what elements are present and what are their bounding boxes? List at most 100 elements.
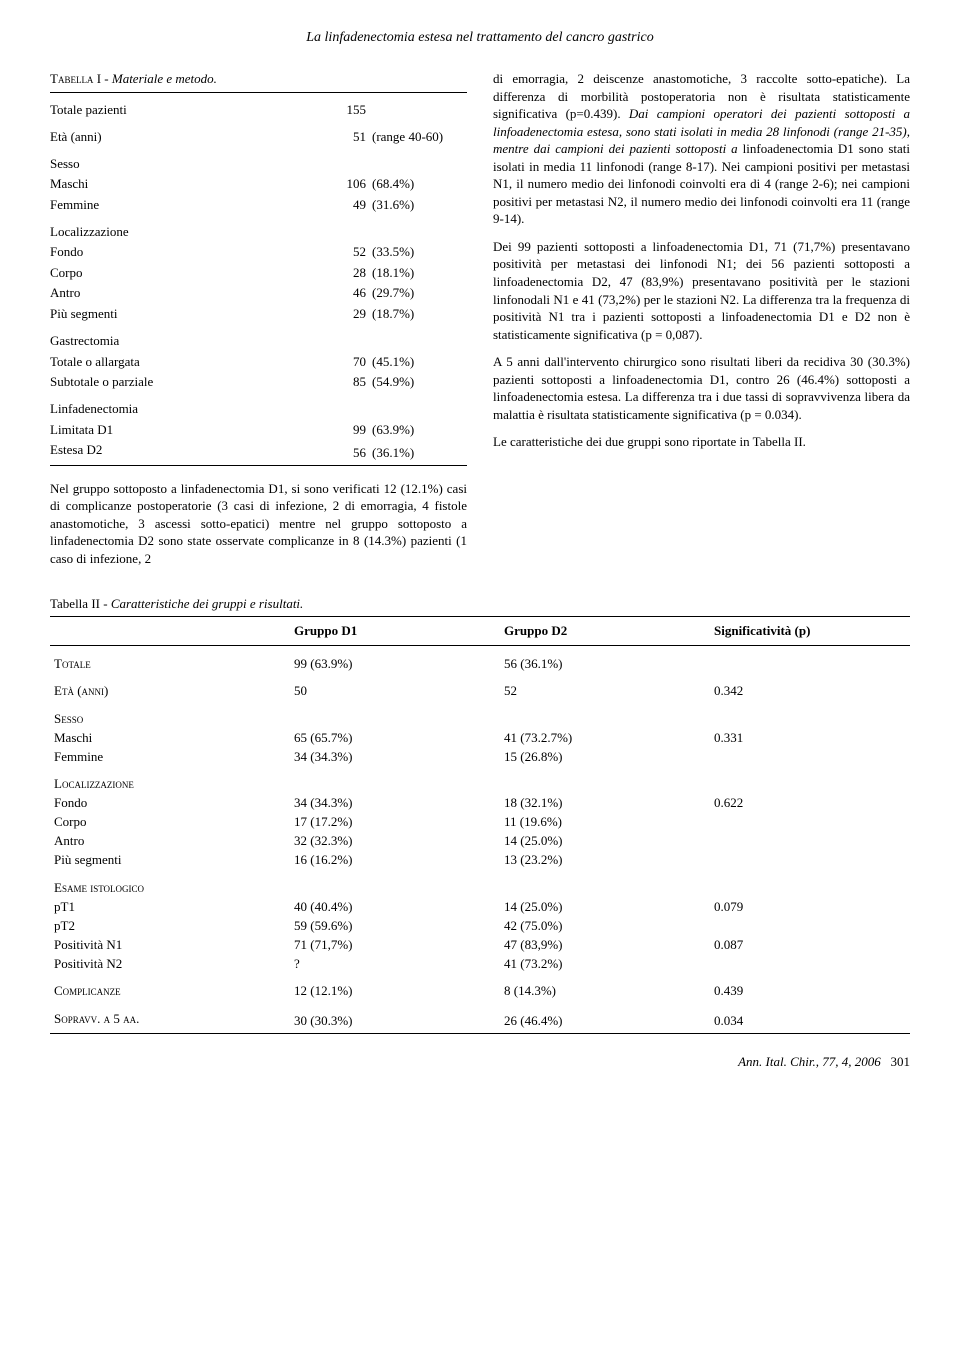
page-footer: Ann. Ital. Chir., 77, 4, 2006 301 <box>50 1054 910 1070</box>
t1-piu-n: 29 <box>312 303 372 324</box>
right-paragraph-3: A 5 anni dall'intervento chirurgico sono… <box>493 353 910 423</box>
table1-caption: Tabella I - Materiale e metodo. <box>50 70 467 88</box>
t2-eta-d2: 52 <box>500 673 710 701</box>
t2-comp-d1: 12 (12.1%) <box>290 973 500 1001</box>
t2-totale-d2: 56 (36.1%) <box>500 645 710 673</box>
t2-h-p: Significatività (p) <box>710 616 910 645</box>
t2-totale-d1: 99 (63.9%) <box>290 645 500 673</box>
t1-lim-p: (63.9%) <box>372 419 467 440</box>
t2-sop-d2: 26 (46.4%) <box>500 1001 710 1034</box>
t2-ps-label: Più segmenti <box>50 851 290 870</box>
t1-maschi-p: (68.4%) <box>372 174 467 195</box>
t2-f-d2: 15 (26.8%) <box>500 747 710 766</box>
left-paragraph-1: Nel gruppo sottoposto a linfadenectomia … <box>50 480 467 568</box>
t2-pn2-d1: ? <box>290 954 500 973</box>
t2-pn1-d2: 47 (83,9%) <box>500 935 710 954</box>
t1-est-p: (36.1%) <box>372 440 467 466</box>
t1-loc-head: Localizzazione <box>50 215 312 242</box>
t2-caption-sc: Tabella <box>50 596 88 611</box>
t1-maschi-label: Maschi <box>50 174 312 195</box>
t2-f-p <box>710 747 910 766</box>
t1-fondo-label: Fondo <box>50 242 312 263</box>
t2-pt2-d2: 42 (75.0%) <box>500 916 710 935</box>
t2-ps-d2: 13 (23.2%) <box>500 851 710 870</box>
t2-pn2-label: Positività N2 <box>50 954 290 973</box>
right-column: di emorragia, 2 deiscenze anastomotiche,… <box>493 70 910 578</box>
t1-totale-val: 155 <box>312 92 372 120</box>
t1-est-n: 56 <box>312 440 372 466</box>
t2-co-d1: 17 (17.2%) <box>290 813 500 832</box>
t1-totall-p: (45.1%) <box>372 351 467 372</box>
t1-fondo-n: 52 <box>312 242 372 263</box>
t2-pn1-label: Positività N1 <box>50 935 290 954</box>
t2-eta-d1: 50 <box>290 673 500 701</box>
t2-an-label: Antro <box>50 832 290 851</box>
t2-fo-label: Fondo <box>50 794 290 813</box>
t2-an-d2: 14 (25.0%) <box>500 832 710 851</box>
t1-lim-label: Limitata D1 <box>50 419 312 440</box>
t2-sop-p: 0.034 <box>710 1001 910 1034</box>
t1-totale-label: Totale pazienti <box>50 92 312 120</box>
t2-totale-p <box>710 645 910 673</box>
t1-subt-n: 85 <box>312 372 372 393</box>
t2-co-label: Corpo <box>50 813 290 832</box>
t2-loc-head: Localizzazione <box>50 766 290 794</box>
t2-pn1-p: 0.087 <box>710 935 910 954</box>
right-paragraph-2: Dei 99 pazienti sottoposti a linfoadenec… <box>493 238 910 343</box>
t2-m-p: 0.331 <box>710 728 910 747</box>
t2-ps-p <box>710 851 910 870</box>
t2-ps-d1: 16 (16.2%) <box>290 851 500 870</box>
t2-esi-head: Esame istologico <box>50 870 290 898</box>
t2-m-label: Maschi <box>50 728 290 747</box>
t2-pt1-d1: 40 (40.4%) <box>290 897 500 916</box>
t1-femmine-n: 49 <box>312 194 372 215</box>
t2-comp-p: 0.439 <box>710 973 910 1001</box>
t2-eta-p: 0.342 <box>710 673 910 701</box>
t2-m-d1: 65 (65.7%) <box>290 728 500 747</box>
t2-co-p <box>710 813 910 832</box>
t1-eta-range: (range 40-60) <box>372 120 467 147</box>
t2-m-d2: 41 (73.2.7%) <box>500 728 710 747</box>
t2-pn2-d2: 41 (73.2%) <box>500 954 710 973</box>
t2-pn2-p <box>710 954 910 973</box>
t1-gas-head: Gastrectomia <box>50 324 312 351</box>
caption-it: Materiale e metodo. <box>112 71 217 86</box>
t1-piu-p: (18.7%) <box>372 303 467 324</box>
t2-pt2-p <box>710 916 910 935</box>
t2-comp-label: Complicanze <box>50 973 290 1001</box>
t1-maschi-n: 106 <box>312 174 372 195</box>
t1-antro-n: 46 <box>312 283 372 304</box>
t1-totall-n: 70 <box>312 351 372 372</box>
caption-rest: I - <box>93 71 111 86</box>
t2-pt2-d1: 59 (59.6%) <box>290 916 500 935</box>
t2-sesso-head: Sesso <box>50 701 290 729</box>
t1-corpo-p: (18.1%) <box>372 262 467 283</box>
left-column: Tabella I - Materiale e metodo. Totale p… <box>50 70 467 578</box>
t1-femmine-p: (31.6%) <box>372 194 467 215</box>
t1-antro-p: (29.7%) <box>372 283 467 304</box>
t1-corpo-label: Corpo <box>50 262 312 283</box>
t2-pn1-d1: 71 (71,7%) <box>290 935 500 954</box>
table2-caption: Tabella II - Caratteristiche dei gruppi … <box>50 596 910 612</box>
t2-h-d2: Gruppo D2 <box>500 616 710 645</box>
caption-sc: Tabella <box>50 71 93 86</box>
two-column-layout: Tabella I - Materiale e metodo. Totale p… <box>50 70 910 578</box>
t1-linf-head: Linfadenectomia <box>50 392 312 419</box>
t1-antro-label: Antro <box>50 283 312 304</box>
t1-piu-label: Più segmenti <box>50 303 312 324</box>
t1-corpo-n: 28 <box>312 262 372 283</box>
t1-sesso-head: Sesso <box>50 147 312 174</box>
t1-eta-label: Età (anni) <box>50 120 312 147</box>
t2-totale-label: Totale <box>50 645 290 673</box>
footer-page: 301 <box>891 1054 911 1069</box>
t1-fondo-p: (33.5%) <box>372 242 467 263</box>
t2-fo-p: 0.622 <box>710 794 910 813</box>
running-title: La linfadenectomia estesa nel trattament… <box>50 30 910 46</box>
t2-pt1-label: pT1 <box>50 897 290 916</box>
t1-eta-val: 51 <box>312 120 372 147</box>
t1-totall-label: Totale o allargata <box>50 351 312 372</box>
t2-sop-label: Sopravv. a 5 aa. <box>50 1001 290 1034</box>
t2-h-d1: Gruppo D1 <box>290 616 500 645</box>
right-paragraph-1: di emorragia, 2 deiscenze anastomotiche,… <box>493 70 910 228</box>
t2-co-d2: 11 (19.6%) <box>500 813 710 832</box>
